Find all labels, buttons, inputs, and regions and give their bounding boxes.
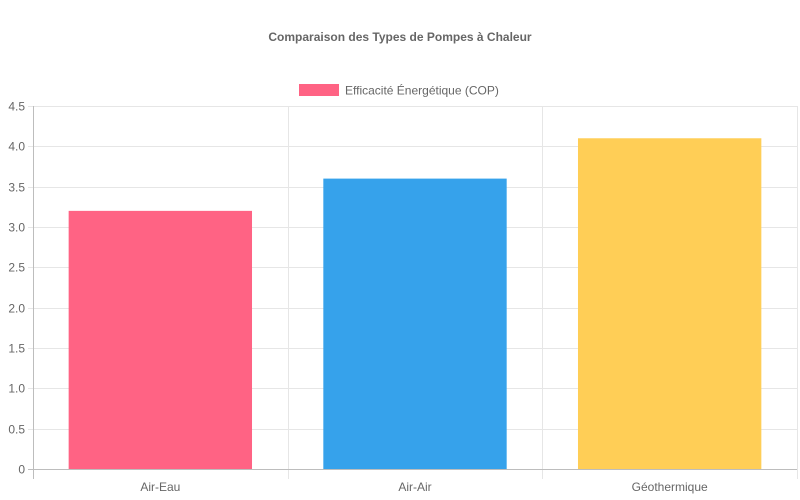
y-tick-label: 2.5	[8, 261, 25, 275]
y-tick-label: 4.0	[8, 140, 25, 154]
y-axis-ticks: 0 0.5 1.0 1.5 2.0 2.5 3.0 3.5 4.0 4.5	[8, 100, 25, 477]
x-tick-label: Air-Air	[398, 480, 431, 494]
bars	[68, 138, 762, 469]
legend[interactable]: Efficacité Énergétique (COP)	[299, 83, 499, 98]
x-tick-label: Géothermique	[632, 480, 708, 494]
bar[interactable]	[68, 210, 253, 469]
y-tick-label: 1.5	[8, 342, 25, 356]
y-tick-label: 1.0	[8, 382, 25, 396]
y-tick-label: 3.5	[8, 181, 25, 195]
chart-title: Comparaison des Types de Pompes à Chaleu…	[268, 30, 532, 44]
bar[interactable]	[577, 138, 762, 469]
y-tick-label: 2.0	[8, 302, 25, 316]
legend-label: Efficacité Énergétique (COP)	[345, 83, 499, 98]
legend-swatch	[299, 84, 339, 96]
bar[interactable]	[323, 178, 507, 469]
y-tick-label: 4.5	[8, 100, 25, 114]
y-tick-label: 0	[18, 463, 25, 477]
axes	[28, 106, 797, 479]
x-axis-ticks: Air-Eau Air-Air Géothermique	[140, 480, 708, 494]
y-tick-label: 3.0	[8, 221, 25, 235]
x-tick-label: Air-Eau	[140, 480, 180, 494]
y-tick-label: 0.5	[8, 423, 25, 437]
